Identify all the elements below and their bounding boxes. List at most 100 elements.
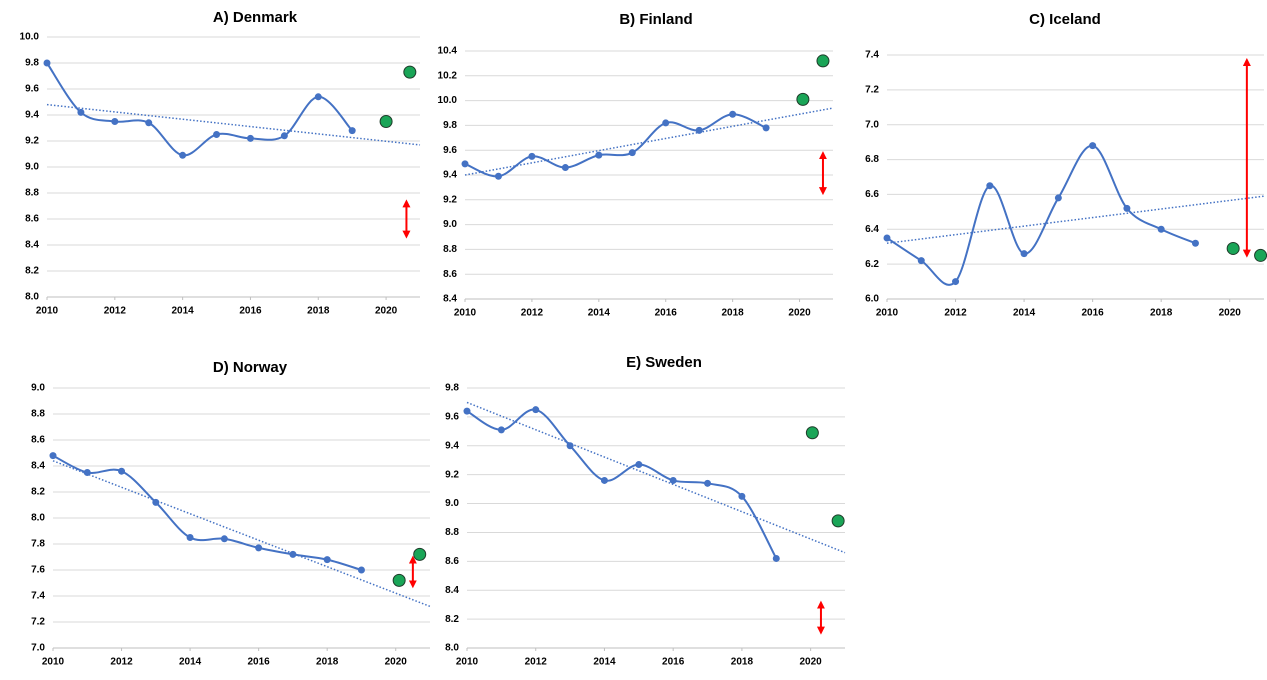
y-tick-label: 8.0 (445, 643, 459, 654)
panel: D) Norway 7.0 7.2 7.4 7.6 7.8 8.0 8.2 8.4 8.6 8.8 9… (31, 359, 431, 668)
y-tick-label: 8.8 (25, 188, 39, 199)
x-tick-label: 2010 (456, 657, 479, 668)
x-tick-label: 2016 (662, 657, 685, 668)
panel: B) Finland 8.4 8.6 8.8 9.0 9.2 9.4 9.6 9.8 10.0 10… (438, 11, 834, 319)
y-tick-label: 8.6 (443, 269, 457, 280)
data-point (289, 550, 297, 558)
y-tick-label: 9.6 (445, 412, 459, 423)
data-point (213, 131, 221, 138)
data-point (561, 164, 569, 172)
y-tick-label: 7.8 (31, 539, 45, 550)
x-tick-label: 2016 (655, 308, 678, 319)
marker-point (796, 92, 810, 106)
y-tick-label: 8.4 (443, 294, 457, 305)
data-point (1054, 194, 1062, 202)
y-tick-label: 7.2 (31, 617, 45, 628)
data-point (357, 566, 365, 574)
data-point (729, 110, 737, 118)
chart-title: E) Sweden (626, 354, 702, 371)
x-tick-label: 2016 (1082, 308, 1105, 319)
y-tick-label: 8.2 (445, 614, 459, 625)
data-point (323, 556, 331, 564)
data-point (883, 234, 891, 242)
data-point (314, 93, 322, 101)
data-point (528, 152, 536, 160)
y-tick-label: 9.0 (443, 219, 457, 230)
trend-line (46, 103, 421, 146)
chart-title: C) Iceland (1029, 11, 1101, 28)
x-tick-label: 2020 (788, 308, 811, 319)
marker-point (403, 65, 417, 79)
y-tick-label: 8.6 (25, 214, 39, 225)
data-point (179, 151, 187, 159)
data-point (986, 182, 994, 190)
data-point (255, 544, 263, 552)
marker-point (805, 426, 819, 440)
y-tick-label: 9.8 (445, 383, 459, 394)
y-tick-label: 8.6 (31, 435, 45, 446)
y-tick-label: 7.4 (31, 591, 45, 602)
data-point (49, 452, 57, 460)
data-point (635, 461, 643, 469)
data-point (461, 160, 469, 168)
x-tick-label: 2014 (179, 657, 202, 668)
y-tick-label: 7.0 (31, 643, 45, 654)
x-tick-label: 2020 (800, 657, 823, 668)
x-tick-label: 2014 (172, 306, 195, 317)
y-tick-label: 7.2 (865, 84, 879, 95)
y-tick-label: 8.4 (445, 585, 459, 596)
y-tick-label: 8.8 (31, 409, 45, 420)
data-point (83, 469, 91, 476)
y-tick-label: 6.8 (865, 154, 879, 165)
data-point (111, 118, 119, 125)
y-tick-label: 9.2 (443, 194, 457, 205)
data-point (186, 534, 194, 541)
y-tick-label: 10.0 (20, 32, 40, 43)
chart-title: A) Denmark (213, 9, 298, 26)
y-tick-label: 9.8 (443, 120, 457, 131)
y-tick-label: 10.4 (438, 46, 458, 57)
y-tick-label: 8.2 (31, 487, 45, 498)
data-point (43, 59, 51, 67)
marker-point (816, 54, 830, 68)
marker-point (1254, 248, 1267, 262)
y-tick-label: 9.8 (25, 58, 39, 69)
data-point (1020, 250, 1028, 258)
data-point (772, 554, 780, 562)
x-tick-label: 2018 (1150, 308, 1173, 319)
panel: C) Iceland 6.0 6.2 6.4 6.6 6.8 7.0 7.2 7.4 2010 20… (865, 11, 1267, 319)
data-point (662, 119, 670, 127)
data-point (497, 426, 505, 434)
y-tick-label: 7.0 (865, 119, 879, 130)
data-point (695, 126, 703, 134)
x-tick-label: 2010 (42, 657, 65, 668)
panel: A) Denmark 8.0 8.2 8.4 8.6 8.8 9.0 9.2 9.4 9.6 9.8… (20, 9, 421, 317)
y-tick-label: 9.0 (445, 498, 459, 509)
data-point (280, 132, 288, 140)
y-tick-label: 8.0 (25, 292, 39, 303)
data-line (464, 113, 767, 178)
data-point (600, 476, 608, 484)
y-tick-label: 8.6 (445, 556, 459, 567)
x-tick-label: 2018 (307, 306, 330, 317)
marker-point (379, 115, 393, 128)
data-point (220, 535, 228, 543)
x-tick-label: 2018 (722, 308, 745, 319)
x-tick-label: 2014 (1013, 308, 1036, 319)
y-tick-label: 9.0 (31, 383, 45, 394)
data-point (952, 278, 960, 286)
data-point (628, 149, 636, 157)
y-tick-label: 9.4 (445, 440, 459, 451)
x-tick-label: 2020 (375, 306, 398, 317)
data-point (917, 257, 925, 265)
data-line (52, 454, 362, 571)
y-tick-label: 9.2 (25, 136, 39, 147)
x-tick-label: 2014 (588, 308, 611, 319)
panel: E) Sweden 8.0 8.2 8.4 8.6 8.8 9.0 9.2 9.4 9.6 9.8 2… (445, 354, 846, 668)
chart-title: D) Norway (213, 359, 288, 376)
trend-line (886, 195, 1265, 244)
y-tick-label: 8.8 (443, 244, 457, 255)
data-point (1123, 204, 1131, 212)
y-tick-label: 6.6 (865, 189, 879, 200)
data-point (762, 124, 770, 132)
